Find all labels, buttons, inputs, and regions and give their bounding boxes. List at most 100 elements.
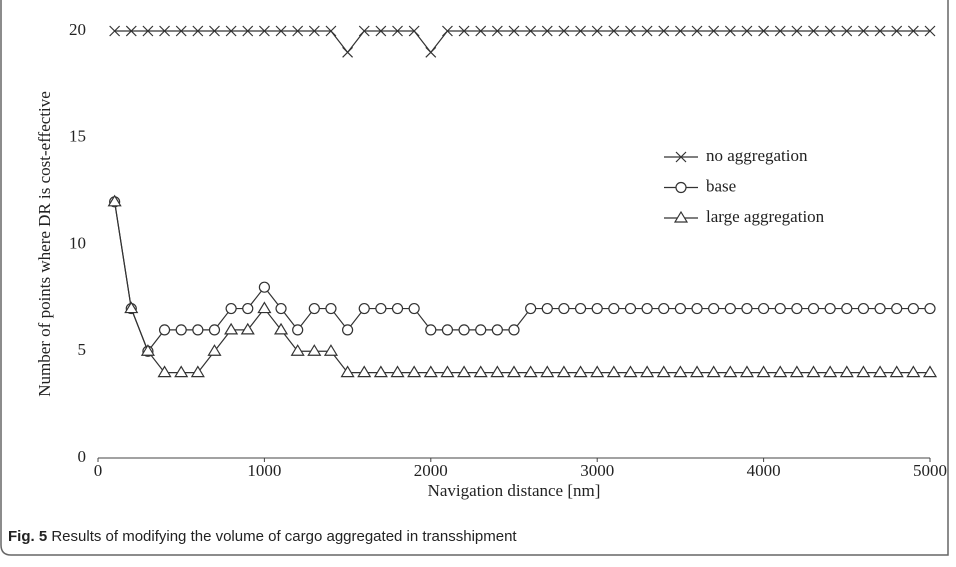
marker bbox=[508, 324, 520, 336]
marker bbox=[242, 25, 254, 37]
marker bbox=[340, 365, 355, 378]
marker bbox=[656, 365, 671, 378]
marker bbox=[440, 365, 455, 378]
marker bbox=[508, 25, 520, 37]
x-tick-label: 3000 bbox=[580, 461, 614, 480]
marker bbox=[591, 302, 603, 315]
marker bbox=[109, 25, 121, 37]
x-tick-label: 5000 bbox=[913, 461, 947, 480]
marker bbox=[907, 25, 919, 37]
marker bbox=[906, 365, 921, 378]
marker bbox=[292, 324, 304, 336]
marker bbox=[275, 302, 287, 315]
marker bbox=[342, 324, 354, 336]
marker bbox=[839, 365, 854, 378]
legend-label: no aggregation bbox=[706, 146, 808, 165]
series-line bbox=[114, 201, 930, 374]
marker bbox=[608, 25, 620, 37]
marker bbox=[808, 25, 819, 37]
marker bbox=[606, 365, 621, 378]
marker bbox=[407, 365, 422, 378]
marker bbox=[625, 25, 636, 37]
marker bbox=[273, 322, 289, 335]
marker bbox=[375, 302, 387, 315]
marker bbox=[473, 365, 488, 378]
marker bbox=[325, 302, 337, 315]
marker bbox=[591, 25, 603, 37]
series-line bbox=[114, 30, 930, 54]
x-axis-label: Navigation distance [nm] bbox=[428, 481, 601, 500]
marker bbox=[192, 25, 204, 37]
marker bbox=[290, 344, 305, 356]
marker bbox=[458, 25, 470, 37]
marker bbox=[373, 365, 388, 378]
y-tick-label: 15 bbox=[69, 127, 86, 146]
marker bbox=[541, 25, 553, 37]
marker bbox=[292, 25, 304, 37]
marker bbox=[107, 194, 122, 207]
marker bbox=[159, 25, 170, 37]
x-tick-label: 2000 bbox=[414, 461, 448, 480]
marker bbox=[641, 25, 653, 37]
marker bbox=[491, 25, 503, 37]
x-tick-label: 1000 bbox=[247, 461, 281, 480]
y-tick-label: 10 bbox=[69, 233, 86, 252]
marker bbox=[741, 25, 753, 37]
marker bbox=[325, 25, 337, 37]
marker bbox=[323, 344, 339, 356]
marker bbox=[874, 25, 886, 37]
marker bbox=[658, 302, 670, 315]
x-tick-label: 0 bbox=[94, 461, 103, 480]
x-tick-label: 4000 bbox=[747, 461, 781, 480]
marker bbox=[590, 365, 605, 378]
marker bbox=[425, 324, 437, 336]
marker bbox=[724, 302, 736, 315]
marker bbox=[857, 302, 870, 315]
marker bbox=[558, 302, 570, 315]
marker bbox=[258, 25, 270, 37]
marker bbox=[175, 25, 187, 37]
caption-label: Fig. 5 bbox=[8, 528, 48, 545]
marker bbox=[891, 25, 903, 37]
marker bbox=[756, 365, 771, 378]
marker bbox=[225, 25, 237, 37]
marker bbox=[125, 25, 137, 37]
marker bbox=[674, 302, 687, 315]
marker bbox=[540, 365, 555, 378]
marker bbox=[441, 324, 454, 336]
marker bbox=[523, 365, 538, 378]
marker bbox=[774, 302, 786, 315]
marker bbox=[689, 365, 705, 378]
marker bbox=[525, 25, 537, 37]
marker bbox=[124, 301, 139, 314]
marker bbox=[525, 302, 537, 315]
marker bbox=[308, 302, 320, 315]
marker bbox=[442, 25, 453, 37]
marker bbox=[641, 302, 653, 315]
marker bbox=[541, 302, 553, 315]
marker bbox=[575, 25, 586, 37]
marker bbox=[140, 344, 155, 356]
marker bbox=[240, 322, 255, 335]
legend-label: base bbox=[706, 176, 736, 195]
marker bbox=[924, 25, 936, 37]
marker bbox=[806, 365, 821, 378]
marker bbox=[874, 302, 886, 315]
legend-label: large aggregation bbox=[706, 207, 825, 226]
marker bbox=[891, 302, 903, 315]
marker bbox=[257, 301, 272, 314]
marker bbox=[791, 25, 803, 37]
marker bbox=[275, 25, 287, 37]
marker bbox=[408, 25, 420, 37]
marker bbox=[208, 324, 221, 336]
marker bbox=[658, 25, 670, 37]
marker bbox=[773, 365, 788, 378]
marker bbox=[157, 365, 172, 378]
marker bbox=[774, 25, 786, 37]
marker bbox=[823, 365, 838, 378]
marker bbox=[308, 25, 320, 37]
marker bbox=[475, 324, 487, 336]
marker bbox=[791, 302, 803, 315]
marker bbox=[739, 365, 755, 378]
